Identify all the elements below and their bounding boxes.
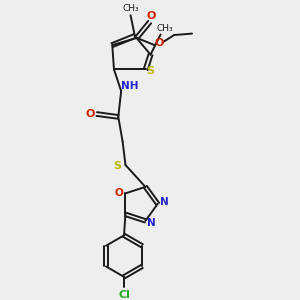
Text: O: O [146,11,156,21]
Text: O: O [155,38,164,48]
Text: S: S [146,66,154,76]
Text: N: N [160,196,168,207]
Text: Cl: Cl [118,290,130,300]
Text: N: N [147,218,156,228]
Text: CH₃: CH₃ [122,4,139,14]
Text: S: S [114,161,122,171]
Text: NH: NH [121,81,139,91]
Text: O: O [115,188,124,198]
Text: CH₃: CH₃ [157,24,173,33]
Text: O: O [86,109,95,119]
